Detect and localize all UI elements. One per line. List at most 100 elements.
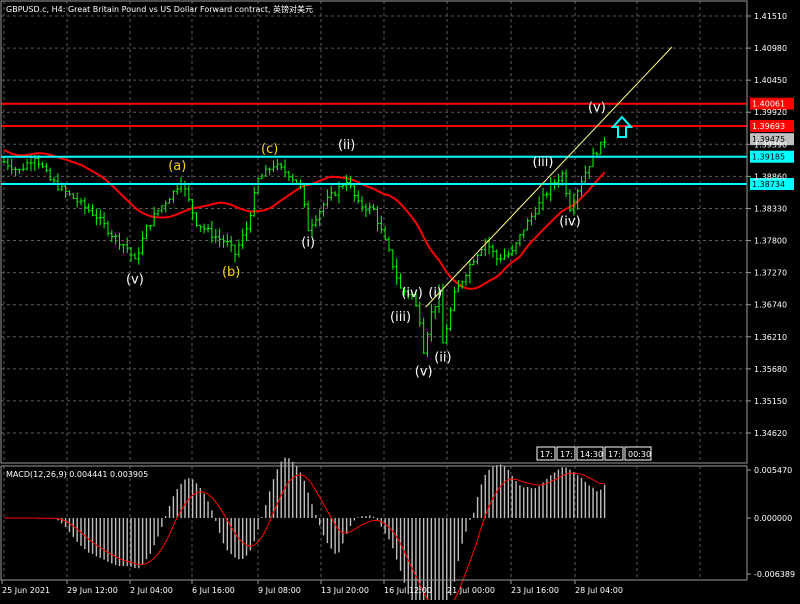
price-bar[interactable]: [472, 258, 476, 266]
price-bar[interactable]: [206, 224, 210, 233]
price-bar[interactable]: [233, 244, 237, 263]
price-bar[interactable]: [287, 170, 291, 182]
price-bar[interactable]: [144, 224, 149, 239]
price-bar[interactable]: [545, 191, 549, 199]
price-bar[interactable]: [160, 205, 164, 214]
price-bar[interactable]: [475, 253, 480, 265]
horizontal-levels[interactable]: [1, 102, 747, 186]
price-bar[interactable]: [110, 230, 114, 243]
time-scroll-box[interactable]: 00:30: [624, 446, 652, 461]
price-bar[interactable]: [310, 218, 314, 238]
price-bar[interactable]: [345, 174, 349, 191]
price-bar[interactable]: [137, 247, 141, 265]
price-bar[interactable]: [260, 173, 264, 180]
price-bar[interactable]: [599, 141, 603, 155]
price-bar[interactable]: [576, 188, 580, 210]
price-bar[interactable]: [348, 176, 353, 189]
price-bar[interactable]: [125, 237, 129, 254]
price-bar[interactable]: [375, 206, 380, 232]
price-bar[interactable]: [141, 230, 145, 256]
price-bar[interactable]: [318, 209, 322, 226]
price-bar[interactable]: [583, 165, 587, 183]
price-bar[interactable]: [306, 201, 310, 231]
price-bar[interactable]: [445, 323, 449, 344]
price-bar[interactable]: [248, 212, 252, 233]
price-bar[interactable]: [83, 197, 87, 215]
price-bar[interactable]: [452, 286, 457, 312]
price-bar[interactable]: [460, 280, 464, 289]
price-bar[interactable]: [325, 189, 329, 208]
price-bar[interactable]: [422, 317, 426, 354]
price-bar[interactable]: [102, 212, 106, 229]
price-bar[interactable]: [541, 188, 545, 211]
price-bar[interactable]: [398, 273, 403, 289]
level-price-tag[interactable]: 1.39185: [750, 150, 794, 163]
price-bar[interactable]: [518, 234, 522, 247]
price-bar[interactable]: [321, 202, 326, 217]
price-bar[interactable]: [275, 159, 279, 171]
level-price-tag[interactable]: 1.38734: [750, 178, 794, 191]
price-bar[interactable]: [372, 203, 376, 211]
price-bar[interactable]: [360, 196, 364, 212]
price-bar[interactable]: [502, 248, 507, 260]
price-bar[interactable]: [495, 249, 499, 266]
price-bar[interactable]: [533, 207, 537, 220]
price-bar[interactable]: [329, 186, 333, 201]
price-bar[interactable]: [387, 236, 391, 252]
price-bar[interactable]: [79, 198, 83, 206]
price-bar[interactable]: [106, 220, 110, 237]
price-bar[interactable]: [114, 233, 118, 245]
price-bar[interactable]: [87, 203, 91, 213]
price-bar[interactable]: [483, 238, 487, 257]
price-bar[interactable]: [568, 189, 572, 213]
price-bar[interactable]: [2, 157, 6, 163]
time-scroll-box[interactable]: 14:30: [576, 446, 604, 461]
price-bar[interactable]: [464, 273, 468, 286]
price-bar[interactable]: [229, 236, 233, 253]
price-bar[interactable]: [456, 280, 460, 293]
price-bar[interactable]: [352, 184, 356, 202]
price-bar[interactable]: [25, 158, 29, 171]
price-bar[interactable]: [256, 177, 260, 195]
price-bar[interactable]: [603, 137, 607, 148]
price-bar[interactable]: [264, 164, 268, 177]
price-bar[interactable]: [237, 239, 241, 258]
price-bar[interactable]: [94, 208, 98, 226]
price-bar[interactable]: [279, 162, 283, 170]
price-bar[interactable]: [52, 176, 56, 185]
price-bar[interactable]: [156, 209, 160, 217]
price-bar[interactable]: [587, 166, 591, 180]
price-bar[interactable]: [167, 197, 172, 204]
price-bar[interactable]: [194, 212, 199, 227]
price-bar[interactable]: [191, 198, 195, 221]
price-bar[interactable]: [406, 289, 410, 299]
price-bar[interactable]: [337, 181, 341, 204]
price-bar[interactable]: [21, 163, 25, 172]
price-bar[interactable]: [90, 204, 95, 217]
price-bar[interactable]: [526, 218, 530, 231]
price-bar[interactable]: [44, 162, 48, 173]
price-bar[interactable]: [64, 182, 68, 198]
price-bar[interactable]: [514, 242, 518, 255]
price-bar[interactable]: [418, 301, 422, 327]
price-bar[interactable]: [433, 306, 437, 320]
price-bar[interactable]: [556, 173, 560, 188]
price-bar[interactable]: [402, 286, 406, 296]
price-bar[interactable]: [121, 243, 125, 254]
price-bar[interactable]: [175, 184, 179, 195]
price-bar[interactable]: [522, 229, 526, 239]
price-bar[interactable]: [56, 173, 60, 192]
price-bar[interactable]: [221, 235, 226, 248]
price-bar[interactable]: [152, 206, 156, 227]
price-bar[interactable]: [529, 212, 534, 226]
price-bar[interactable]: [383, 225, 387, 241]
trendline[interactable]: [425, 46, 673, 308]
scroll-boxes[interactable]: 17: 17: 14:30 17: 00:30: [536, 446, 652, 461]
price-bar[interactable]: [572, 193, 576, 216]
price-bar[interactable]: [510, 244, 514, 256]
time-axis[interactable]: 25 Jun 2021 29 Jun 12:00 2 Jul 04:00 6 Jul …: [1, 580, 623, 595]
price-bar[interactable]: [6, 158, 10, 171]
price-bar[interactable]: [391, 249, 395, 270]
price-bar[interactable]: [98, 209, 102, 226]
